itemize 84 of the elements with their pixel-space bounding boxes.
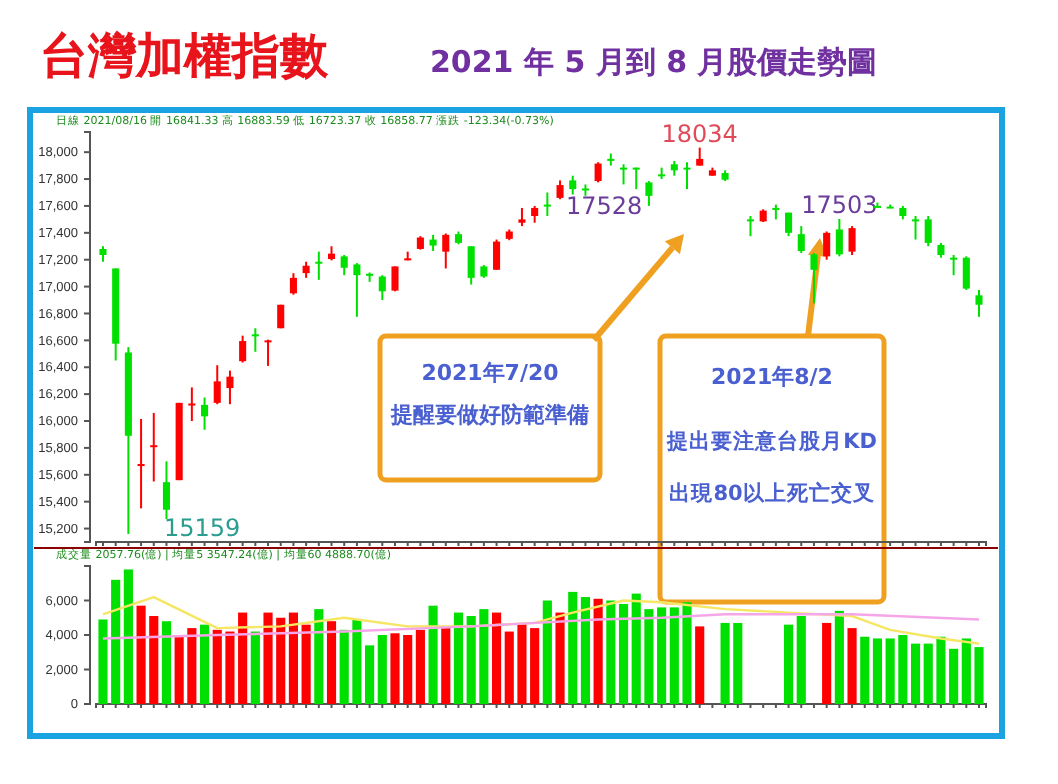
chart-subtitle: 2021 年 5 月到 8 月股價走勢圖 (430, 44, 878, 80)
bar (161, 621, 172, 704)
bar (618, 603, 629, 704)
candlestick (493, 238, 501, 271)
candlestick (632, 166, 640, 191)
candlestick (162, 460, 171, 521)
candlestick (619, 163, 628, 186)
candlestick (848, 225, 856, 256)
bar (606, 600, 616, 704)
bar (491, 612, 502, 704)
candlestick (315, 250, 323, 281)
candlestick (543, 191, 551, 218)
candlestick (467, 245, 475, 286)
candlestick (378, 274, 386, 302)
bar (695, 626, 705, 704)
bar (657, 607, 667, 704)
chart-title: 台灣加權指數 (40, 28, 330, 84)
bar (365, 645, 375, 704)
candlestick (251, 327, 259, 353)
candlestick (797, 225, 805, 254)
bar (847, 628, 857, 704)
bar (326, 621, 337, 704)
candlestick (137, 418, 145, 510)
bar (860, 636, 870, 704)
candlestick (950, 254, 958, 277)
bar (593, 598, 603, 704)
bar (910, 643, 921, 704)
bar (796, 616, 806, 704)
bar (453, 612, 464, 704)
candlestick (442, 232, 450, 270)
bar (949, 648, 959, 704)
bar (288, 612, 298, 704)
annotation: 17503 (801, 190, 878, 219)
candlestick (518, 206, 526, 228)
candlestick (962, 255, 970, 291)
bar (441, 628, 451, 704)
bar (301, 624, 311, 704)
bar (199, 624, 210, 704)
candlestick (823, 230, 831, 261)
candlestick (391, 265, 399, 293)
line-series (101, 613, 981, 640)
candlestick (264, 338, 272, 367)
candlestick (569, 174, 577, 196)
bar (314, 609, 324, 704)
candlestick (975, 288, 983, 318)
candlestick (289, 272, 297, 296)
candlestick (213, 364, 221, 406)
bar (568, 591, 578, 704)
bar (555, 612, 565, 704)
candlestick (239, 334, 247, 364)
bar (872, 638, 883, 704)
annotation: 提醒要做好防範準備 (389, 402, 589, 428)
candlestick (226, 369, 234, 406)
candlestick (924, 215, 932, 248)
candlestick (835, 217, 843, 258)
candlestick (353, 262, 361, 318)
candlestick (911, 215, 920, 241)
candlestick (810, 251, 818, 305)
annotation: 17528 (566, 192, 643, 220)
annotation: 15159 (164, 514, 241, 542)
candlestick (201, 396, 209, 431)
annotation: 2021年7/20 (421, 360, 560, 386)
candlestick (340, 254, 348, 277)
candlestick (683, 161, 691, 191)
bar (542, 600, 552, 704)
candlestick (150, 411, 158, 483)
text: 提出要注意台股月KD出現80以上死亡交叉 (667, 430, 877, 506)
annotation: 18034 (661, 119, 738, 148)
candlestick (746, 215, 755, 238)
bar (580, 597, 591, 704)
candlestick (556, 179, 564, 201)
bar (834, 610, 844, 704)
annotation: 2021年8/2 (711, 364, 833, 390)
bar (123, 569, 133, 704)
bar (822, 622, 832, 704)
candlestick (696, 146, 704, 167)
bar (415, 629, 425, 704)
bar (784, 624, 794, 704)
bar (250, 631, 260, 704)
bar (428, 605, 438, 704)
candlestick (645, 180, 653, 207)
candlestick (188, 386, 196, 423)
bar (377, 635, 387, 704)
candlestick (594, 161, 602, 184)
